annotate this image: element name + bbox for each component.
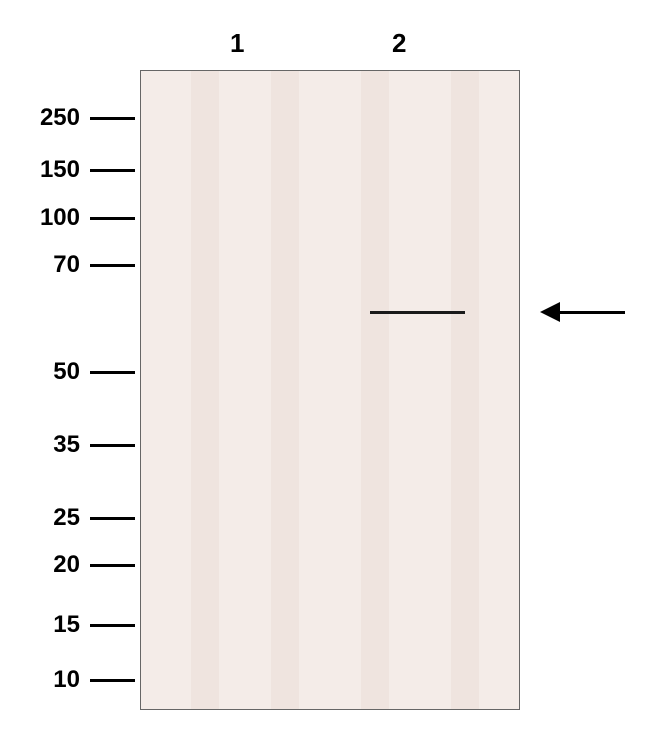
lane-stripe xyxy=(271,71,299,709)
lane-stripe xyxy=(361,71,389,709)
lane-header-1: 1 xyxy=(230,28,244,59)
blot-membrane xyxy=(140,70,520,710)
marker-label-10: 10 xyxy=(53,666,80,694)
marker-tick xyxy=(90,444,135,447)
marker-tick xyxy=(90,117,135,120)
western-blot-figure: 1 2 250 150 100 70 50 35 25 20 15 10 xyxy=(0,0,650,732)
marker-label-150: 150 xyxy=(40,156,80,184)
marker-label-100: 100 xyxy=(40,204,80,232)
marker-tick xyxy=(90,371,135,374)
lane-stripe xyxy=(451,71,479,709)
marker-tick xyxy=(90,564,135,567)
marker-label-70: 70 xyxy=(53,251,80,279)
marker-label-35: 35 xyxy=(53,431,80,459)
arrow-shaft xyxy=(560,311,625,314)
marker-tick xyxy=(90,264,135,267)
lane-header-2: 2 xyxy=(392,28,406,59)
marker-tick xyxy=(90,679,135,682)
marker-label-50: 50 xyxy=(53,358,80,386)
marker-tick xyxy=(90,517,135,520)
arrow-head-icon xyxy=(540,302,560,322)
marker-label-20: 20 xyxy=(53,551,80,579)
marker-tick xyxy=(90,624,135,627)
protein-band-lane-2 xyxy=(370,311,465,314)
marker-label-15: 15 xyxy=(53,611,80,639)
marker-tick xyxy=(90,169,135,172)
marker-label-250: 250 xyxy=(40,104,80,132)
lane-stripe xyxy=(191,71,219,709)
marker-label-25: 25 xyxy=(53,504,80,532)
marker-tick xyxy=(90,217,135,220)
